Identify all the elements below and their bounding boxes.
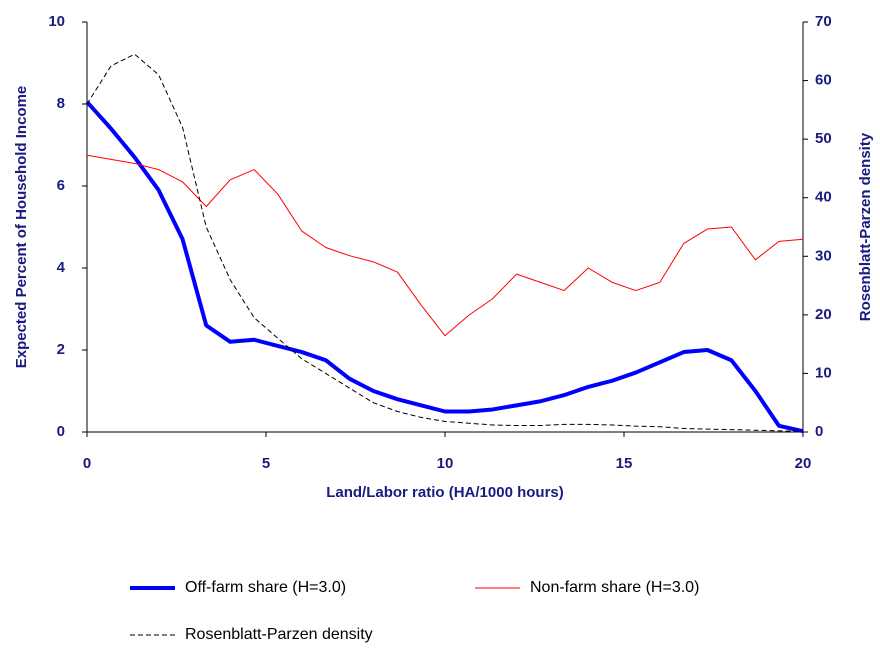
y-tick-label: 10 — [48, 13, 65, 30]
x-tick-label: 10 — [437, 455, 454, 472]
y-tick-label: 6 — [57, 177, 65, 194]
y2-tick-label: 30 — [815, 247, 832, 264]
legend-label: Non-farm share (H=3.0) — [530, 579, 699, 596]
x-tick-label: 15 — [616, 455, 633, 472]
series-line — [86, 154, 804, 337]
x-axis-title: Land/Labor ratio (HA/1000 hours) — [326, 484, 564, 501]
y-tick-label: 8 — [57, 95, 65, 112]
x-tick-label: 20 — [795, 455, 812, 472]
y2-tick-label: 70 — [815, 13, 832, 30]
y2-tick-label: 20 — [815, 306, 832, 323]
y2-axis-title: Rosenblatt-Parzen density — [857, 132, 874, 321]
y-tick-label: 0 — [57, 423, 65, 440]
series-line — [85, 100, 804, 434]
legend-label: Rosenblatt-Parzen density — [185, 626, 373, 643]
y2-tick-label: 60 — [815, 72, 832, 89]
axes — [86, 22, 804, 433]
y2-tick-label: 0 — [815, 423, 823, 440]
y2-tick-label: 50 — [815, 130, 832, 147]
x-tick-label: 5 — [262, 455, 270, 472]
y-tick-label: 4 — [57, 259, 66, 276]
y-tick-label: 2 — [57, 341, 65, 358]
y2-tick-label: 40 — [815, 189, 832, 206]
x-tick-label: 0 — [83, 455, 91, 472]
series-line — [86, 53, 804, 432]
y2-tick-label: 10 — [815, 364, 832, 381]
y-axis-title: Expected Percent of Household Income — [13, 86, 30, 369]
legend-label: Off-farm share (H=3.0) — [185, 579, 346, 596]
